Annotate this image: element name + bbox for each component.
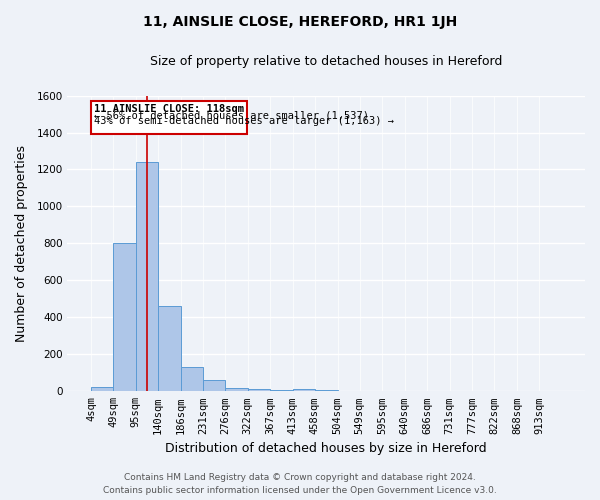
- Text: 11, AINSLIE CLOSE, HEREFORD, HR1 1JH: 11, AINSLIE CLOSE, HEREFORD, HR1 1JH: [143, 15, 457, 29]
- Text: 11 AINSLIE CLOSE: 118sqm: 11 AINSLIE CLOSE: 118sqm: [94, 104, 244, 115]
- Title: Size of property relative to detached houses in Hereford: Size of property relative to detached ho…: [150, 55, 502, 68]
- Y-axis label: Number of detached properties: Number of detached properties: [15, 145, 28, 342]
- Text: 43% of semi-detached houses are larger (1,163) →: 43% of semi-detached houses are larger (…: [94, 116, 394, 126]
- Bar: [136, 162, 158, 392]
- Bar: [158, 306, 181, 392]
- Bar: [91, 386, 113, 392]
- Text: ← 56% of detached houses are smaller (1,537): ← 56% of detached houses are smaller (1,…: [94, 110, 369, 120]
- Text: Contains HM Land Registry data © Crown copyright and database right 2024.
Contai: Contains HM Land Registry data © Crown c…: [103, 474, 497, 495]
- Bar: [113, 244, 136, 392]
- Bar: [315, 390, 338, 392]
- Bar: [270, 390, 293, 392]
- Bar: [293, 388, 315, 392]
- X-axis label: Distribution of detached houses by size in Hereford: Distribution of detached houses by size …: [166, 442, 487, 455]
- Bar: [181, 368, 203, 392]
- Bar: [203, 380, 225, 392]
- Bar: [248, 388, 270, 392]
- FancyBboxPatch shape: [91, 101, 247, 134]
- Bar: [225, 388, 248, 392]
